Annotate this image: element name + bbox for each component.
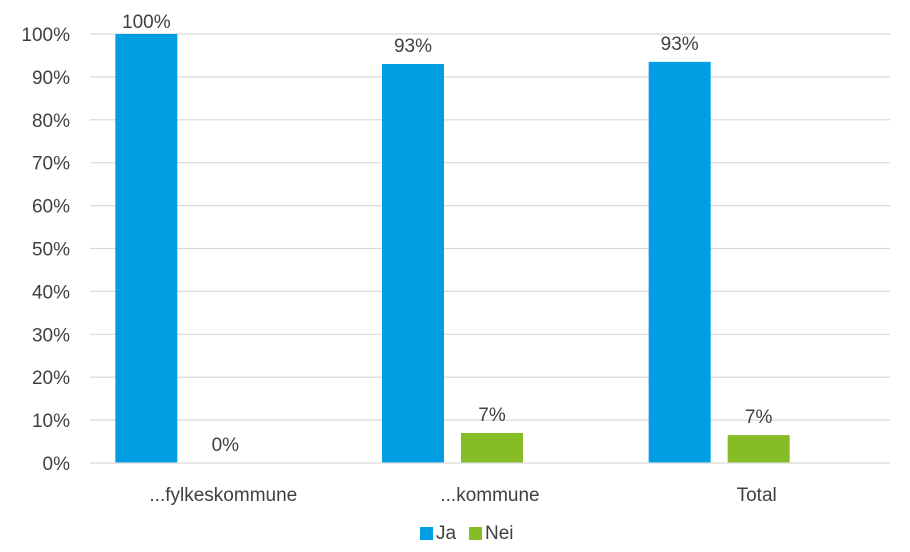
x-axis-category-labels: ...fylkeskommune ...kommune Total <box>149 485 776 506</box>
y-tick-label: 60% <box>32 197 70 218</box>
bar-nei-2 <box>461 432 523 463</box>
legend-label-ja: Ja <box>436 523 457 544</box>
y-tick-label: 100% <box>21 25 70 46</box>
category-label: Total <box>737 485 777 506</box>
data-label-nei-2: 7% <box>478 405 506 426</box>
legend: Ja Nei <box>420 523 514 544</box>
legend-swatch-nei <box>469 527 482 540</box>
bar-ja-1 <box>115 34 178 463</box>
bar-ja-2 <box>382 64 444 463</box>
bar-ja-3 <box>648 61 711 463</box>
gridlines <box>90 33 890 421</box>
bar-nei-3 <box>727 435 790 463</box>
legend-swatch-ja <box>420 527 433 540</box>
category-label: ...kommune <box>440 485 539 506</box>
data-label-nei-1: 0% <box>212 435 240 456</box>
y-tick-label: 40% <box>32 282 70 303</box>
bars <box>115 34 790 463</box>
data-label-ja-2: 93% <box>394 36 432 57</box>
y-tick-label: 90% <box>32 68 70 89</box>
data-label-nei-3: 7% <box>745 407 773 428</box>
y-tick-label: 30% <box>32 325 70 346</box>
category-label: ...fylkeskommune <box>149 485 297 506</box>
y-axis-tick-labels: 0% 10% 20% 30% 40% 50% 60% 70% 80% 90% 100% <box>21 25 70 475</box>
legend-label-nei: Nei <box>485 523 514 544</box>
data-label-ja-1: 100% <box>122 12 171 33</box>
y-tick-label: 0% <box>43 454 71 475</box>
y-tick-label: 50% <box>32 240 70 261</box>
data-labels: 100% 0% 93% 7% 93% 7% <box>122 12 772 456</box>
y-tick-label: 80% <box>32 111 70 132</box>
y-tick-label: 10% <box>32 411 70 432</box>
y-tick-label: 20% <box>32 368 70 389</box>
y-tick-label: 70% <box>32 154 70 175</box>
data-label-ja-3: 93% <box>661 34 699 55</box>
